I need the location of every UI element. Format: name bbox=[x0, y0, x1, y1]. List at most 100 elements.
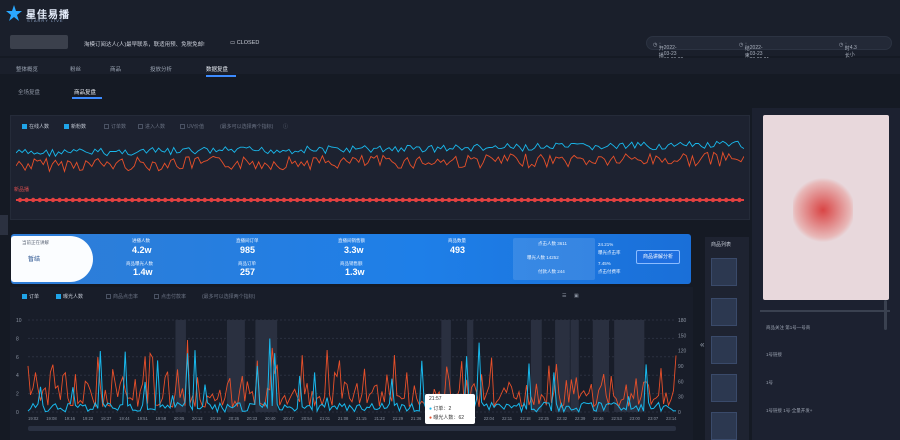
product-track-dot[interactable] bbox=[64, 197, 69, 203]
legend-order[interactable]: 订单 bbox=[22, 293, 39, 300]
legend-pay-rate[interactable]: 点击付款率 bbox=[154, 293, 186, 300]
product-track-dot[interactable] bbox=[710, 197, 716, 203]
product-thumb[interactable] bbox=[711, 374, 737, 402]
product-track-dot[interactable] bbox=[136, 197, 141, 203]
product-track-dot[interactable] bbox=[605, 197, 610, 203]
tab-products[interactable]: 商品 bbox=[110, 67, 122, 73]
product-track-dot[interactable] bbox=[618, 197, 623, 203]
product-track-dot[interactable] bbox=[24, 197, 29, 203]
product-track-dot[interactable] bbox=[433, 197, 438, 203]
product-track-dot[interactable] bbox=[499, 197, 504, 203]
product-track-dot[interactable] bbox=[479, 197, 485, 203]
product-track-dot[interactable] bbox=[717, 197, 722, 203]
product-track-dot[interactable] bbox=[301, 197, 306, 203]
product-track-dot[interactable] bbox=[196, 197, 201, 203]
product-track-dot[interactable] bbox=[176, 197, 181, 203]
product-track-dot[interactable] bbox=[737, 197, 742, 203]
product-track-dot[interactable] bbox=[57, 197, 62, 203]
product-track-dot[interactable] bbox=[97, 197, 102, 203]
product-track-dot[interactable] bbox=[697, 197, 702, 203]
product-track-dot[interactable] bbox=[539, 197, 544, 203]
product-track-dot[interactable] bbox=[413, 197, 419, 203]
product-track-dot[interactable] bbox=[526, 197, 531, 203]
product-track-dot[interactable] bbox=[625, 197, 630, 203]
product-track-dot[interactable] bbox=[281, 197, 287, 203]
product-track-dot[interactable] bbox=[123, 197, 128, 203]
product-track-dot[interactable] bbox=[453, 197, 458, 203]
product-track-dot[interactable] bbox=[473, 197, 478, 203]
product-thumb[interactable] bbox=[711, 336, 737, 364]
product-track-dot[interactable] bbox=[44, 197, 49, 203]
product-track-dot[interactable] bbox=[90, 197, 95, 203]
product-track-dot[interactable] bbox=[644, 197, 650, 203]
product-track-dot[interactable] bbox=[235, 197, 240, 203]
product-explain-analysis-button[interactable]: 商品讲解分析 bbox=[636, 250, 680, 264]
product-track-dot[interactable] bbox=[341, 197, 346, 203]
product-thumb[interactable] bbox=[711, 412, 737, 440]
collapse-left-handle[interactable] bbox=[0, 215, 8, 235]
product-track-dot[interactable] bbox=[493, 197, 498, 203]
product-track-dot[interactable] bbox=[460, 197, 465, 203]
collapse-chevron-icon[interactable]: « bbox=[700, 340, 705, 349]
product-track-dot[interactable] bbox=[242, 197, 247, 203]
product-track-dot[interactable] bbox=[658, 197, 663, 203]
product-track-dot[interactable] bbox=[328, 197, 333, 203]
product-track-dot[interactable] bbox=[506, 197, 511, 203]
product-track-dot[interactable] bbox=[288, 197, 293, 203]
product-track-dot[interactable] bbox=[367, 197, 372, 203]
product-track-dot[interactable] bbox=[77, 197, 82, 203]
grid-view-icon[interactable]: ▣ bbox=[574, 293, 579, 299]
product-track-dot[interactable] bbox=[572, 197, 577, 203]
product-track-dot[interactable] bbox=[31, 197, 36, 203]
product-track-dot[interactable] bbox=[314, 197, 320, 203]
product-track-dot[interactable] bbox=[50, 197, 56, 203]
product-track-dot[interactable] bbox=[691, 197, 696, 203]
product-track-dot[interactable] bbox=[334, 197, 339, 203]
product-track-dot[interactable] bbox=[215, 197, 221, 203]
product-track-dot[interactable] bbox=[512, 197, 518, 203]
product-track-dot[interactable] bbox=[354, 197, 359, 203]
product-track-dot[interactable] bbox=[347, 197, 353, 203]
product-track-dot[interactable] bbox=[110, 197, 115, 203]
product-track-dot[interactable] bbox=[37, 197, 42, 203]
product-track-dot[interactable] bbox=[308, 197, 313, 203]
product-track-dot[interactable] bbox=[407, 197, 412, 203]
product-track-dot[interactable] bbox=[116, 197, 122, 203]
subtab-product-review[interactable]: 商品复盘 bbox=[74, 90, 97, 96]
product-track-dot[interactable] bbox=[169, 197, 174, 203]
product-track-dot[interactable] bbox=[545, 197, 551, 203]
product-track-dot[interactable] bbox=[380, 197, 386, 203]
product-track-dot[interactable] bbox=[651, 197, 656, 203]
legend-uv[interactable]: UV价值 bbox=[180, 123, 204, 130]
product-track-dot[interactable] bbox=[268, 197, 273, 203]
product-track-dot[interactable] bbox=[466, 197, 471, 203]
product-track-dot[interactable] bbox=[427, 197, 432, 203]
legend-online[interactable]: 在线人数 bbox=[22, 123, 49, 130]
product-track-dot[interactable] bbox=[532, 197, 537, 203]
tab-overview[interactable]: 整体概览 bbox=[16, 67, 39, 73]
product-track-dot[interactable] bbox=[387, 197, 392, 203]
product-track-dot[interactable] bbox=[149, 197, 155, 203]
product-track-dot[interactable] bbox=[394, 197, 399, 203]
legend-orders[interactable]: 订单数 bbox=[104, 123, 126, 130]
product-track-dot[interactable] bbox=[222, 197, 227, 203]
product-track-dot[interactable] bbox=[486, 197, 491, 203]
product-track-dot[interactable] bbox=[565, 197, 570, 203]
product-track-dot[interactable] bbox=[202, 197, 207, 203]
product-track-dot[interactable] bbox=[559, 197, 564, 203]
product-track-dot[interactable] bbox=[248, 197, 254, 203]
product-track-dot[interactable] bbox=[321, 197, 326, 203]
product-track-dot[interactable] bbox=[677, 197, 683, 203]
product-track-dot[interactable] bbox=[631, 197, 636, 203]
product-track-dot[interactable] bbox=[684, 197, 689, 203]
product-track-dot[interactable] bbox=[578, 197, 584, 203]
product-track-dot[interactable] bbox=[262, 197, 267, 203]
product-thumb[interactable] bbox=[711, 298, 737, 326]
product-track-dot[interactable] bbox=[420, 197, 425, 203]
product-track-dot[interactable] bbox=[130, 197, 135, 203]
product-track-dot[interactable] bbox=[638, 197, 643, 203]
product-track-dot[interactable] bbox=[229, 197, 234, 203]
list-view-icon[interactable]: ☰ bbox=[562, 293, 567, 299]
product-track-dot[interactable] bbox=[275, 197, 280, 203]
product-track-dot[interactable] bbox=[143, 197, 148, 203]
